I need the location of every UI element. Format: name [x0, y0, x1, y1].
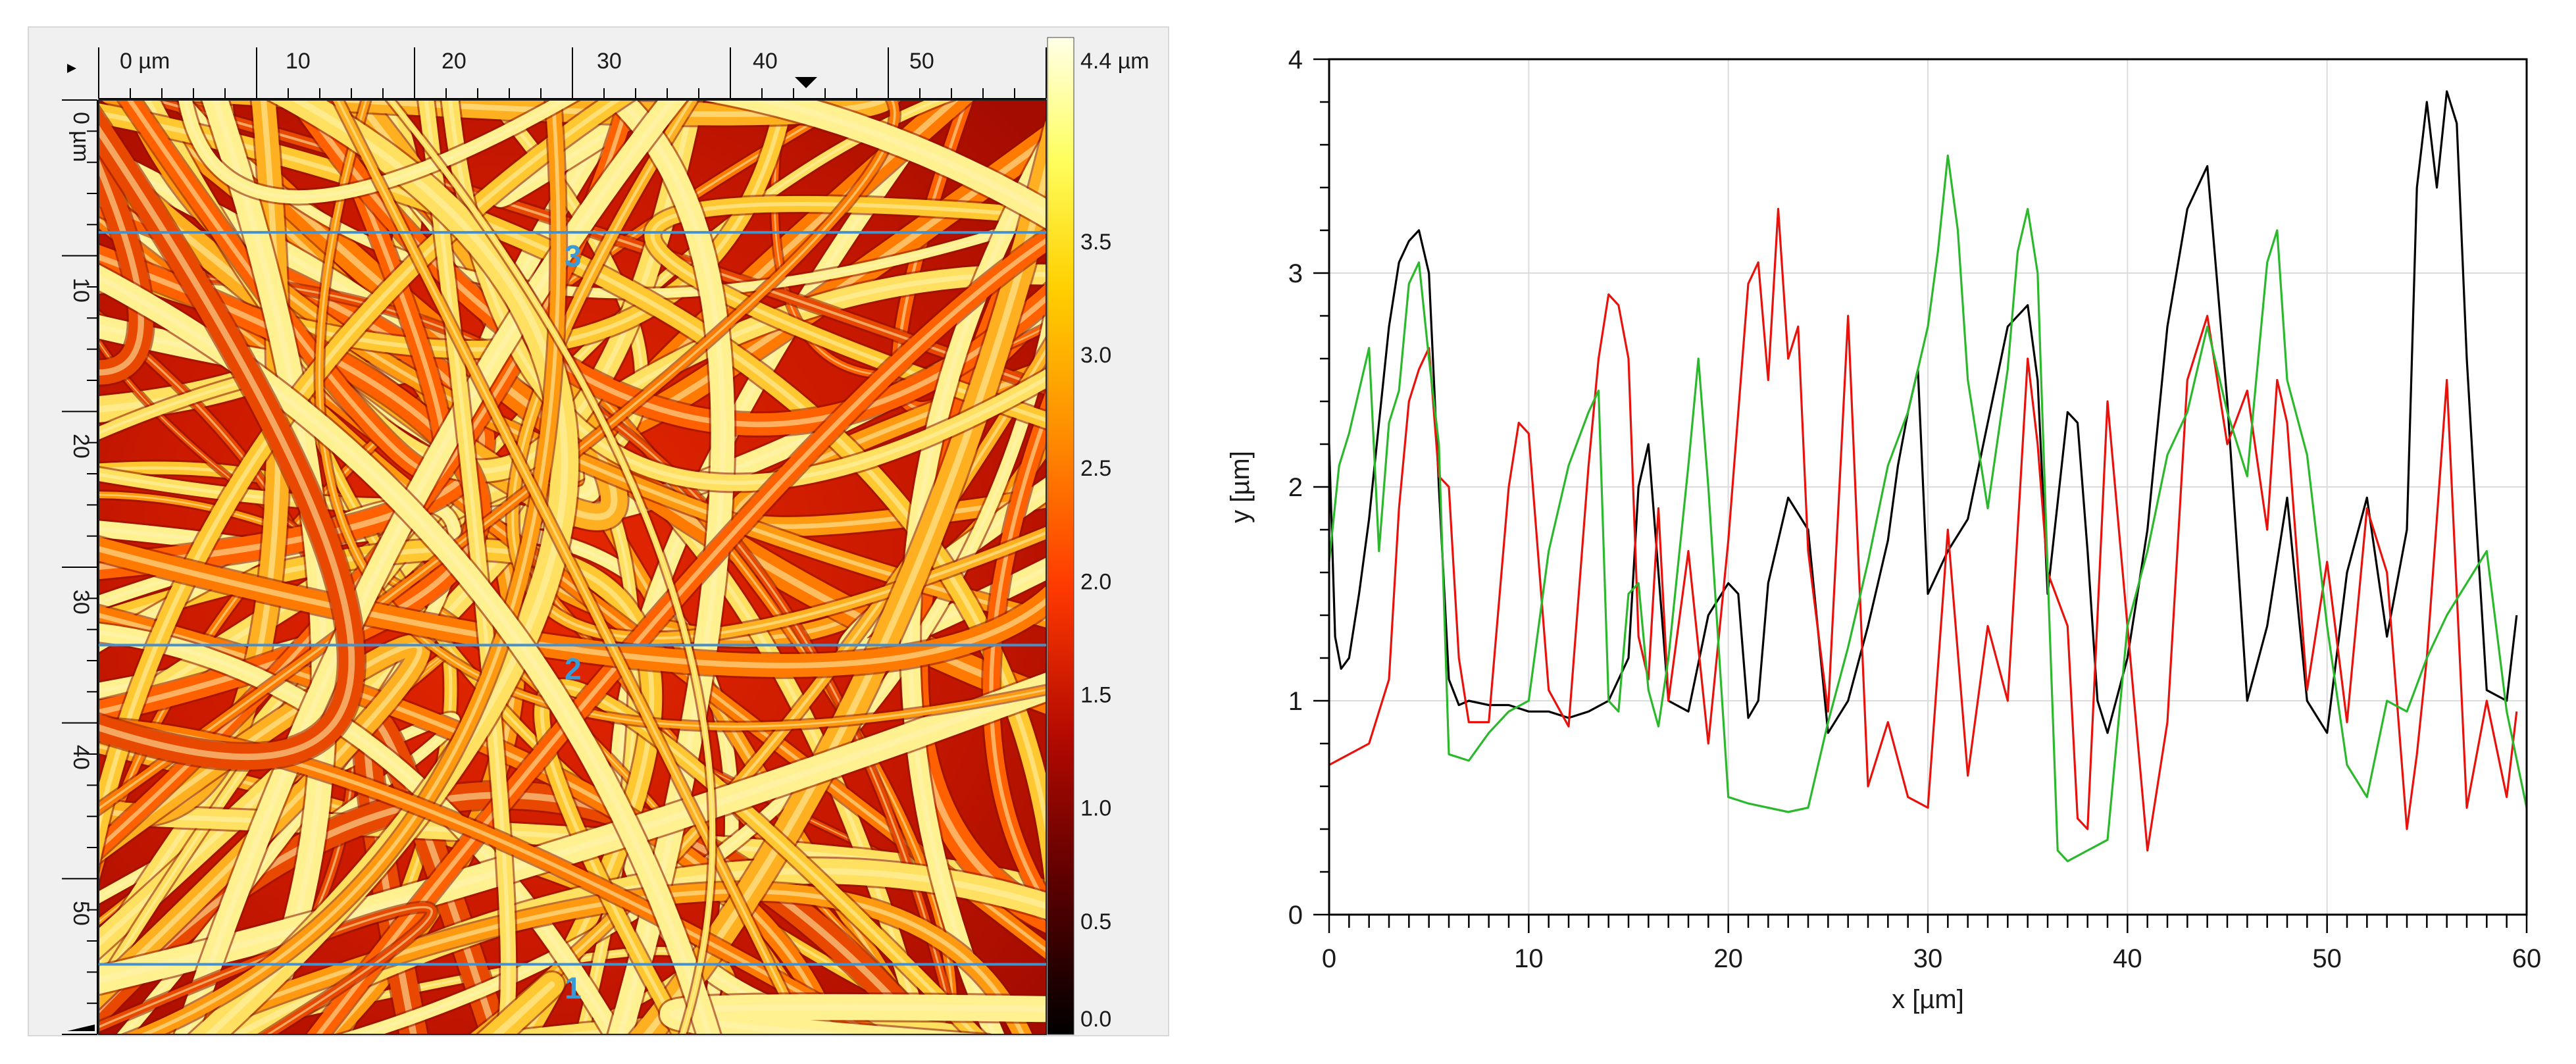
colorbar-tick-label: 1.0: [1080, 796, 1111, 821]
colorbar: [1047, 37, 1074, 1035]
profile-chart-panel: 0 10 20 30 40 50 60 0 1 2 3 4 x [µm] y [µm]: [1211, 26, 2576, 1036]
height-map: [99, 100, 1046, 1034]
x-tick-label: 40: [753, 49, 778, 74]
x-axis-tick-label: 0: [1322, 944, 1336, 973]
x-tick-labels: 10 20 30 40 50: [286, 49, 934, 74]
fiber-highlight: [183, 100, 676, 1034]
fiber-highlight: [750, 100, 1046, 218]
series-profile-black: [1328, 90, 2518, 734]
x-axis-tick-label: 40: [2113, 944, 2142, 973]
profile-line-label: 1: [565, 971, 582, 1005]
y-axis-tick-label: 0: [1288, 901, 1303, 930]
y-axis-tick-label: 1: [1288, 687, 1303, 716]
chart-axes: 0 10 20 30 40 50 60 0 1 2 3 4: [1288, 45, 2542, 973]
fiber-highlight: [99, 906, 433, 1034]
fiber-highlight: [315, 238, 1046, 1034]
fiber-highlight: [389, 100, 713, 1034]
colorbar-tick-label: 3.0: [1080, 343, 1111, 368]
ruler-arrow-icon[interactable]: [67, 64, 76, 73]
y-axis-tick-label: 3: [1288, 259, 1303, 288]
colorbar-tick-label: 2.0: [1080, 569, 1111, 594]
colorbar-tick-label: 2.5: [1080, 456, 1111, 481]
x-axis-tick-label: 60: [2512, 944, 2542, 973]
colorbar-tick-label: 3.5: [1080, 230, 1111, 255]
fiber-highlight: [492, 981, 555, 1034]
series-profile-green: [1328, 154, 2528, 863]
y-axis-tick-label: 2: [1288, 473, 1303, 502]
x-ruler: [98, 47, 1047, 99]
x-tick-label: 20: [442, 49, 467, 74]
y-unit-label: 0 µm: [68, 112, 93, 162]
afm-image-panel: 0 µm 10 20 30 40 50 0 µm 10 20 30 40 50 …: [28, 26, 1169, 1036]
x-axis-tick-label: 20: [1713, 944, 1743, 973]
x-unit-label: 0 µm: [120, 49, 170, 74]
x-axis-tick-label: 10: [1514, 944, 1544, 973]
fiber-highlight: [139, 100, 561, 1034]
corner-marker-icon: [67, 1025, 95, 1031]
profile-line-label: 2: [565, 651, 582, 686]
ruler-marker-icon[interactable]: [795, 77, 817, 88]
x-tick-label: 30: [597, 49, 622, 74]
fiber-highlight: [184, 100, 568, 199]
profile-chart-svg: 0 10 20 30 40 50 60 0 1 2 3 4 x [µm] y [µm]: [1226, 45, 2542, 1014]
y-axis-tick-label: 4: [1288, 45, 1303, 74]
y-tick-labels: 10 20 30 40 50: [68, 278, 93, 926]
x-axis-label: x [µm]: [1892, 985, 1964, 1014]
fiber-highlight: [336, 100, 805, 1034]
y-tick-label: 20: [68, 434, 93, 459]
colorbar-tick-label: 0.5: [1080, 909, 1111, 934]
profile-lines[interactable]: 3 2 1: [99, 231, 1046, 1005]
fiber-highlight: [99, 630, 617, 1034]
y-tick-label: 10: [68, 278, 93, 303]
afm-image-svg: 0 µm 10 20 30 40 50 0 µm 10 20 30 40 50 …: [29, 28, 1168, 1035]
colorbar-max-label: 4.4 µm: [1080, 49, 1149, 74]
colorbar-tick-label: 1.5: [1080, 683, 1111, 708]
profile-line-label: 3: [565, 239, 582, 273]
height-map-frame: [98, 99, 1047, 1035]
y-ruler: [62, 99, 98, 1035]
x-axis-tick-label: 50: [2312, 944, 2342, 973]
colorbar-tick-label: 0.0: [1080, 1007, 1111, 1032]
top-ruler: [29, 28, 1168, 100]
chart-series: [1328, 90, 2528, 863]
fiber-highlight: [99, 158, 144, 376]
y-axis-label: y [µm]: [1226, 451, 1255, 523]
y-tick-label: 40: [68, 745, 93, 770]
fiber-highlight: [99, 124, 355, 761]
fiber-network: [99, 100, 1046, 1034]
colorbar-tick-labels: 3.5 3.0 2.5 2.0 1.5 1.0 0.5 0.0: [1080, 230, 1111, 1032]
y-tick-label: 50: [68, 901, 93, 926]
y-tick-label: 30: [68, 590, 93, 615]
x-axis-tick-label: 30: [1913, 944, 1943, 973]
fiber-highlight: [99, 545, 1046, 669]
series-profile-red: [1328, 207, 2518, 852]
x-tick-label: 50: [909, 49, 934, 74]
x-tick-label: 10: [286, 49, 311, 74]
